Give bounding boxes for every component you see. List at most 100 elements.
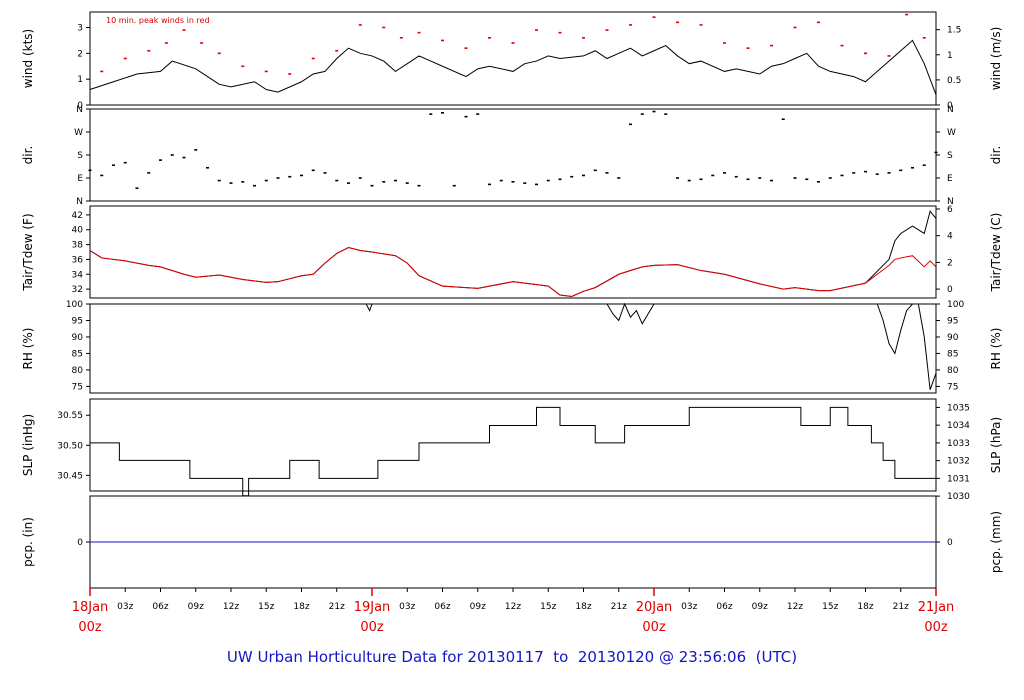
x-tick-label: 15z: [258, 602, 274, 612]
x-tick-label: 21z: [611, 602, 627, 612]
x-tick-label: 15z: [822, 602, 838, 612]
slp-left-tick-label: 30.45: [57, 471, 83, 481]
wind-series-10-min-peak-winds-point: [558, 31, 562, 34]
dir-series-0-point: [253, 184, 256, 187]
dir-series-0-point: [170, 154, 174, 156]
dir-series-0-point: [135, 187, 139, 190]
slp-left-tick-label: 30.50: [57, 441, 83, 451]
wind-series-10-min-peak-winds-point: [241, 65, 245, 68]
dir-series-0-point: [382, 181, 386, 183]
slp-right-tick-label: 1033: [947, 439, 970, 449]
dir-series-0-point: [511, 181, 515, 183]
wind-left-tick-label: 3: [77, 24, 83, 34]
wind-series-10-min-peak-winds-point: [629, 24, 632, 26]
rh-left-tick-label: 85: [72, 349, 83, 359]
dir-series-0-point: [570, 175, 574, 178]
slp-right-tick-label: 1032: [947, 457, 970, 467]
rh-right-tick-label: 75: [947, 382, 958, 392]
x-tick-label: 03z: [117, 602, 133, 612]
dir-series-0-point: [758, 177, 762, 179]
dir-series-0-point: [429, 113, 433, 115]
rh-right-tick-label: 100: [947, 300, 964, 310]
dir-series-0-point: [452, 184, 456, 187]
wind-series-10-min-peak-winds-point: [182, 29, 186, 31]
slp-frame: [89, 398, 937, 492]
dir-series-0-point: [875, 173, 879, 175]
rh-right-tick-label: 85: [947, 349, 958, 359]
x-day-label: 20Jan: [636, 600, 673, 615]
x-tick-label: 18z: [293, 602, 309, 612]
dir-left-axis-label: dir.: [21, 146, 35, 165]
dir-left-tick-label: N: [76, 105, 83, 115]
dir-series-0-point: [629, 123, 632, 126]
wind-series-10-min-peak-winds-point: [382, 26, 386, 29]
dir-series-0-point: [100, 174, 104, 177]
wind-note: 10 min. peak winds in red: [106, 16, 210, 25]
wind-series-10-min-peak-winds-point: [100, 70, 104, 73]
dir-series-0-point: [300, 174, 303, 177]
dir-series-0-point: [417, 184, 421, 187]
wind-series-10-min-peak-winds-point: [723, 42, 726, 44]
rh-series-0-line: [90, 302, 937, 390]
slp-right-tick-label: 1030: [947, 492, 970, 502]
dir-left-tick-label: E: [77, 174, 83, 184]
temp-frame: [89, 205, 937, 299]
dir-series-0-point: [88, 169, 92, 172]
dir-series-0-point: [441, 112, 444, 114]
wind-series-10-min-peak-winds-point: [288, 73, 292, 75]
dir-series-0-point: [558, 178, 562, 181]
wind-series-10-min-peak-winds-point: [200, 42, 204, 44]
dir-series-0-point: [159, 159, 162, 161]
x-tick-label: 12z: [505, 602, 521, 612]
dir-series-0-point: [535, 183, 538, 186]
dir-series-0-point: [934, 151, 938, 154]
wind-series-10-min-peak-winds-point: [488, 37, 491, 39]
wind-series-10-min-peak-winds-point: [676, 21, 679, 24]
wind-series-10-min-peak-winds-point: [817, 21, 820, 24]
x-day-hour-label: 00z: [642, 620, 666, 635]
dir-series-0-point: [206, 166, 209, 169]
dir-series-0-point: [840, 174, 844, 177]
temp-right-tick-label: 6: [947, 205, 953, 215]
dir-series-0-point: [358, 177, 362, 179]
x-tick-label: 09z: [470, 602, 486, 612]
dir-series-0-point: [217, 179, 221, 182]
temp-series-tair-line: [89, 210, 937, 298]
wind-series-10-min-peak-winds-point: [164, 42, 168, 44]
dir-series-0-point: [664, 113, 668, 115]
wind-right-tick-label: 1.5: [947, 26, 961, 36]
x-day-hour-label: 00z: [78, 620, 102, 635]
temp-right-tick-label: 4: [947, 232, 953, 242]
pcp-right-tick-label: 0: [947, 538, 953, 548]
temp-right-tick-label: 0: [947, 285, 953, 295]
rh-left-axis-label: RH (%): [21, 328, 35, 370]
temp-left-tick-label: 34: [72, 270, 84, 280]
wind-series-10-min-peak-winds-point: [264, 70, 268, 73]
x-tick-label: 06z: [716, 602, 732, 612]
wind-left-tick-label: 0: [77, 101, 83, 111]
dir-series-0-point: [852, 172, 856, 174]
wind-left-tick-label: 2: [77, 49, 83, 59]
wind-series-0-line: [89, 39, 937, 95]
dir-series-0-point: [828, 177, 832, 179]
dir-series-0-point: [182, 156, 186, 159]
x-day-hour-label: 00z: [924, 620, 948, 635]
temp-right-axis-label: Tair/Tdew (C): [989, 213, 1003, 293]
rh-left-tick-label: 100: [66, 300, 83, 310]
dir-right-tick-label: N: [947, 105, 954, 115]
slp-left-axis-label: SLP (inHg): [21, 414, 35, 476]
dir-series-0-point: [734, 175, 738, 178]
rh-right-tick-label: 95: [947, 316, 958, 326]
dir-series-0-point: [229, 182, 233, 184]
wind-series-10-min-peak-winds-point: [441, 39, 444, 42]
dir-series-0-point: [194, 149, 198, 151]
wind-series-10-min-peak-winds-point: [652, 16, 656, 18]
dir-series-0-point: [781, 118, 785, 121]
dir-series-0-point: [864, 170, 867, 173]
wind-frame: [89, 11, 937, 106]
x-day-label: 18Jan: [72, 600, 109, 615]
slp-series-0-line: [90, 406, 936, 497]
temp-left-tick-label: 38: [72, 241, 84, 251]
dir-right-tick-label: E: [947, 174, 953, 184]
wind-series-10-min-peak-winds-point: [335, 49, 339, 52]
